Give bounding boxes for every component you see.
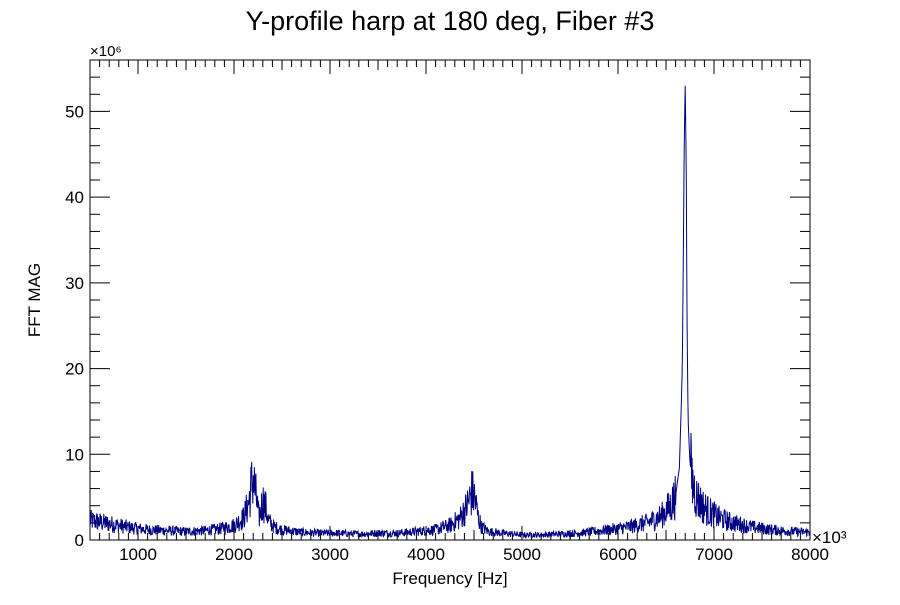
y-axis-multiplier: ×10⁶: [90, 43, 122, 60]
y-tick-label: 0: [75, 531, 84, 550]
x-tick-label: 7000: [695, 545, 733, 564]
x-tick-label: 1000: [119, 545, 157, 564]
x-tick-label: 3000: [311, 545, 349, 564]
x-tick-label: 8000: [791, 545, 829, 564]
y-tick-label: 20: [65, 360, 84, 379]
x-axis-label: Frequency [Hz]: [392, 569, 507, 588]
axis-ticks: 1000 2000 3000 4000 5000 6000 7000 8000 0 10 20 30 4…: [65, 59, 829, 564]
x-tick-label: 4000: [407, 545, 445, 564]
x-tick-label: 5000: [503, 545, 541, 564]
x-axis-multiplier: ×10³: [812, 528, 847, 547]
y-tick-label: 10: [65, 445, 84, 464]
y-tick-label: 50: [65, 102, 84, 121]
series-line: [89, 85, 811, 539]
y-axis-label: FFT MAG: [25, 263, 44, 337]
plot-frame: [89, 59, 811, 541]
chart-title: Y-profile harp at 180 deg, Fiber #3: [246, 6, 655, 36]
y-tick-label: 30: [65, 274, 84, 293]
x-tick-label: 2000: [215, 545, 253, 564]
x-tick-label: 6000: [599, 545, 637, 564]
y-tick-label: 40: [65, 188, 84, 207]
